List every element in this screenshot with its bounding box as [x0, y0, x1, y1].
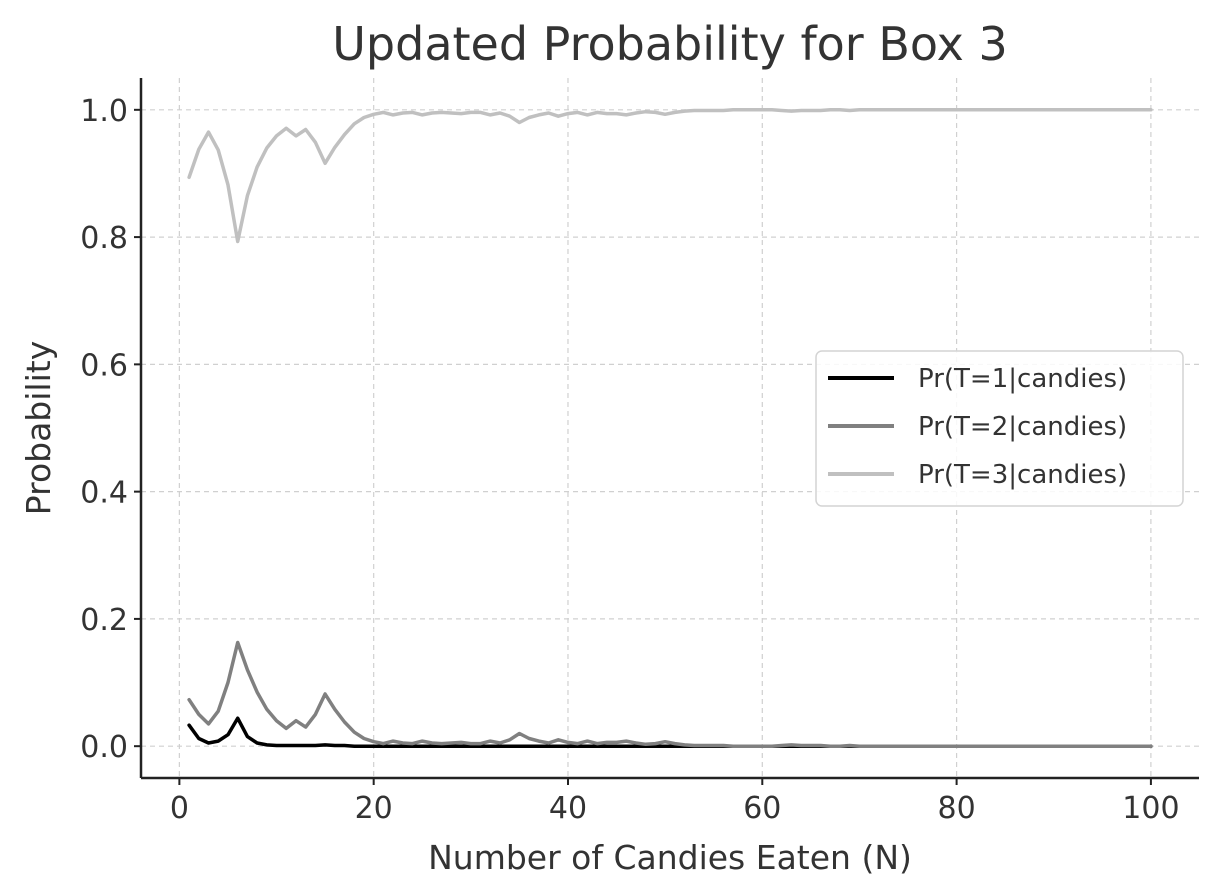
y-axis-label: Probability: [19, 341, 58, 515]
y-tick-label: 0.8: [80, 221, 128, 256]
y-ticks: 0.0 0.2 0.4 0.6 0.8 1.0: [80, 94, 141, 765]
x-tick-label: 100: [1122, 791, 1179, 826]
series-line-t2: [187, 640, 1153, 748]
y-tick-label: 0.4: [80, 476, 128, 511]
legend-label-t3: Pr(T=3|candies): [918, 460, 1127, 490]
y-tick-label: 0.6: [80, 348, 128, 383]
y-tick-label: 0.2: [80, 603, 128, 638]
axes: [139, 78, 1199, 780]
legend-label-t1: Pr(T=1|candies): [918, 364, 1127, 394]
x-tick-label: 40: [549, 791, 587, 826]
x-tick-label: 60: [743, 791, 781, 826]
legend-label-t2: Pr(T=2|candies): [918, 412, 1127, 442]
x-tick-label: 20: [355, 791, 393, 826]
legend-box: [815, 350, 1184, 507]
series-line-t3: [187, 108, 1153, 244]
legend: Pr(T=1|candies) Pr(T=2|candies) Pr(T=3|can…: [815, 350, 1184, 507]
x-axis-label: Number of Candies Eaten (N): [428, 838, 912, 877]
y-tick-label: 1.0: [80, 94, 128, 129]
series-group: [187, 108, 1153, 748]
x-tick-label: 0: [170, 791, 189, 826]
y-tick-label: 0.0: [80, 730, 128, 765]
x-tick-label: 80: [938, 791, 976, 826]
chart-title: Updated Probability for Box 3: [332, 17, 1007, 71]
x-ticks: 0 20 40 60 80 100: [170, 778, 1180, 826]
